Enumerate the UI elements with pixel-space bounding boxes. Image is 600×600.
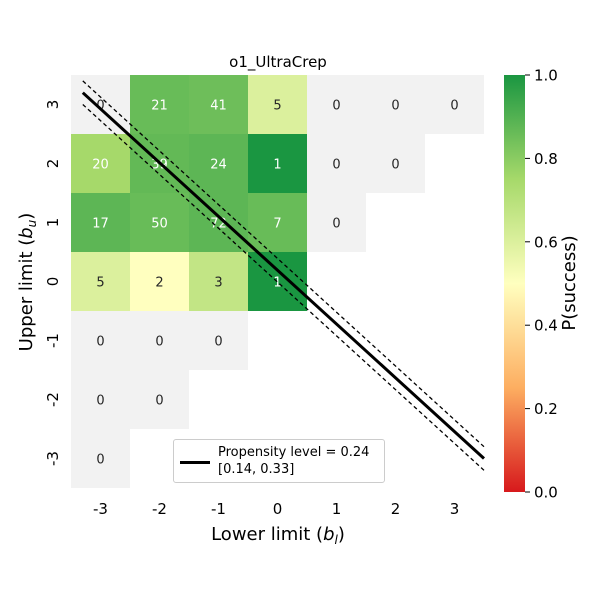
x-tick-label: 0 [273, 500, 283, 518]
heatmap-cell [307, 75, 366, 134]
cell-count-label: 0 [391, 99, 399, 114]
x-axis-ticks: -3 -2 -1 0 1 2 3 [93, 500, 459, 518]
cell-count-label: 7 [273, 217, 281, 232]
cell-count-label: 0 [96, 335, 104, 350]
cell-count-label: 1 [273, 276, 281, 291]
heatmap-cell [130, 75, 189, 134]
cell-count-label: 0 [332, 158, 340, 173]
heatmap-cell [71, 311, 130, 370]
x-tick-label: -1 [211, 500, 226, 518]
heatmap-cell [130, 252, 189, 311]
heatmap-cell [130, 370, 189, 429]
cell-count-label: 3 [214, 276, 222, 291]
y-tick-label: 0 [44, 277, 62, 287]
colorbar-tick-label: 1.0 [534, 67, 558, 85]
cell-count-label: 1 [273, 158, 281, 173]
legend-label: Propensity level = 0.24 [218, 445, 370, 460]
colorbar-tick-label: 0.0 [534, 484, 558, 502]
heatmap-cell [71, 252, 130, 311]
heatmap-cell [248, 134, 307, 193]
cell-count-label: 2 [155, 276, 163, 291]
x-tick-label: -3 [93, 500, 108, 518]
heatmap-cell [307, 193, 366, 252]
heatmap-cell [130, 193, 189, 252]
heatmap-cell [425, 75, 484, 134]
y-tick-label: 1 [44, 218, 62, 228]
heatmap-cell [366, 75, 425, 134]
colorbar-tick-label: 0.6 [534, 233, 558, 251]
cell-count-label: 5 [273, 99, 281, 114]
cell-count-label: 0 [155, 394, 163, 409]
colorbar-ticks: 0.0 0.2 0.4 0.6 0.8 1.0 [525, 67, 558, 502]
y-axis-ticks: 3 2 1 0 -1 -2 -3 [44, 100, 62, 466]
y-axis-label: Upper limit (bu) [16, 213, 39, 352]
cell-count-label: 72 [210, 217, 227, 232]
cell-count-label: 0 [332, 99, 340, 114]
heatmap-cell [130, 311, 189, 370]
heatmap-cell [189, 252, 248, 311]
cell-count-label: 50 [151, 217, 168, 232]
heatmap-cell [248, 193, 307, 252]
heatmap-cell [71, 370, 130, 429]
cell-count-label: 5 [96, 276, 104, 291]
cell-count-label: 17 [92, 217, 109, 232]
propensity-line [81, 91, 486, 460]
cell-count-label: 39 [151, 158, 168, 173]
heatmap-cell [189, 134, 248, 193]
cell-count-label: 0 [214, 335, 222, 350]
heatmap-cell [248, 75, 307, 134]
x-axis-label: Lower limit (bl) [211, 524, 345, 547]
colorbar-tick-label: 0.2 [534, 400, 558, 418]
heatmap-cell [71, 75, 130, 134]
heatmap-cell [307, 134, 366, 193]
colorbar-tick-label: 0.4 [534, 317, 558, 335]
cell-count-label: 41 [210, 99, 227, 114]
heatmap-cell [71, 193, 130, 252]
x-tick-label: 1 [332, 500, 342, 518]
colorbar-tick-label: 0.8 [534, 150, 558, 168]
colorbar [504, 75, 525, 492]
y-tick-label: 2 [44, 159, 62, 169]
legend-text: Propensity level = 0.24 [0.14, 0.33] [218, 444, 369, 478]
heatmap-cell [366, 134, 425, 193]
x-tick-label: -2 [152, 500, 167, 518]
heatmap-cell [71, 134, 130, 193]
heatmap-cell [71, 429, 130, 488]
colorbar-label: P(success) [559, 235, 580, 330]
cell-count-label: 0 [332, 217, 340, 232]
heatmap-cell [189, 75, 248, 134]
cell-count-label: 0 [96, 453, 104, 468]
legend-line-swatch [180, 461, 210, 464]
cell-count-label: 21 [151, 99, 168, 114]
y-tick-label: -1 [44, 333, 62, 348]
y-tick-label: 3 [44, 100, 62, 110]
legend: Propensity level = 0.24 [0.14, 0.33] [173, 439, 385, 483]
heatmap-cell [248, 252, 307, 311]
cell-count-label: 0 [96, 99, 104, 114]
cell-count-label: 0 [96, 394, 104, 409]
heatmap-cells: 0 21 41 5 0 0 020 39 24 1 0 017 50 72 7 05 2 3 10 0 00 00 [71, 75, 484, 488]
cell-count-label: 0 [391, 158, 399, 173]
heatmap-cell [189, 311, 248, 370]
cell-count-label: 0 [450, 99, 458, 114]
cell-count-label: 20 [92, 158, 109, 173]
cell-count-label: 24 [210, 158, 227, 173]
chart-title: o1_UltraCrep [229, 53, 327, 72]
propensity-lines [81, 80, 486, 471]
y-tick-label: -2 [44, 392, 62, 407]
x-tick-label: 3 [450, 500, 460, 518]
x-tick-label: 2 [391, 500, 401, 518]
legend-interval: [0.14, 0.33] [218, 462, 295, 477]
cell-count-label: 0 [155, 335, 163, 350]
y-tick-label: -3 [44, 451, 62, 466]
